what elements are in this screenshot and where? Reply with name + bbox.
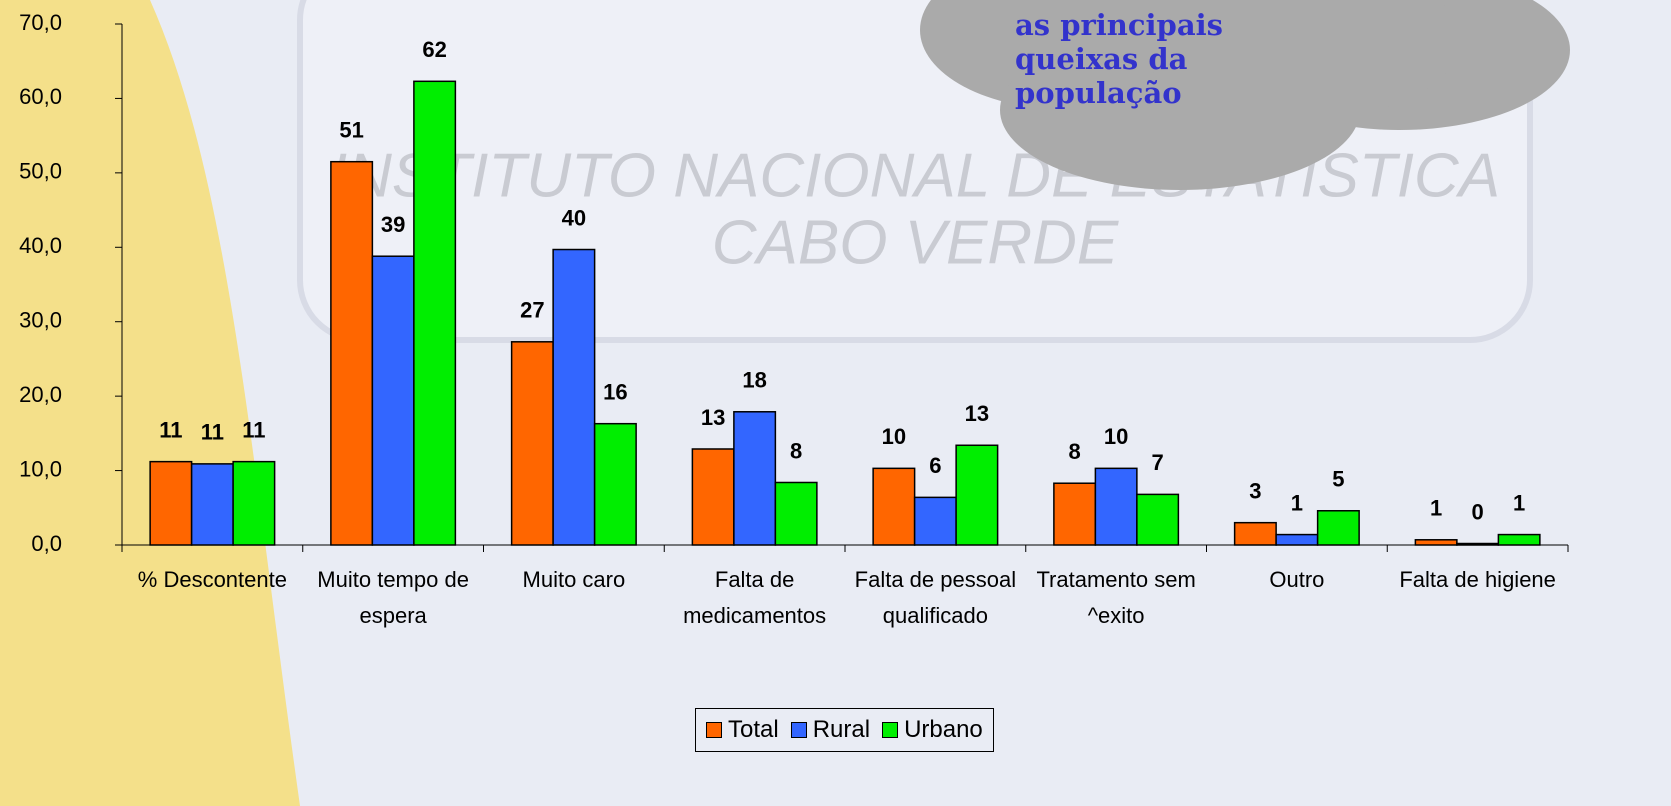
x-tick-label: Muito caro	[522, 567, 626, 592]
bar	[1233, 521, 1277, 546]
x-tick-label: Outro	[1269, 567, 1325, 592]
y-tick-label: 40,0	[19, 233, 62, 258]
bar	[1456, 542, 1500, 546]
legend-label: Rural	[812, 716, 871, 743]
value-label: 1	[1291, 490, 1303, 515]
bar	[955, 444, 999, 546]
bar	[1414, 539, 1458, 546]
value-label: 3	[1249, 478, 1261, 503]
y-tick-label: 20,0	[19, 382, 62, 407]
value-label: 11	[159, 417, 182, 442]
value-label: 6	[929, 453, 941, 478]
value-label: 8	[790, 438, 802, 463]
bar	[190, 463, 234, 546]
bar	[510, 341, 554, 546]
value-label: 10	[882, 424, 906, 449]
cloud	[920, 0, 1570, 190]
value-label: 62	[422, 37, 446, 62]
legend: Total Rural Urbano	[695, 708, 994, 752]
y-tick-label: 50,0	[19, 159, 62, 184]
legend-swatch	[790, 722, 807, 738]
bar	[1497, 533, 1541, 546]
bar	[913, 496, 957, 546]
y-tick-label: 30,0	[19, 308, 62, 333]
value-label: 1	[1430, 496, 1442, 521]
legend-item: Rural	[790, 716, 871, 744]
y-tick-label: 10,0	[19, 456, 62, 481]
bar	[1053, 482, 1097, 546]
value-label: 1	[1513, 490, 1525, 515]
bar	[774, 481, 818, 546]
x-tick-label: Muito tempo de espera	[317, 567, 469, 628]
value-label: 13	[701, 405, 725, 430]
bar	[691, 448, 735, 546]
bar	[552, 248, 596, 546]
value-label: 27	[520, 298, 544, 323]
value-label: 8	[1069, 439, 1081, 464]
bar	[733, 411, 777, 546]
value-label: 51	[339, 118, 363, 143]
watermark: CABO VERDE	[712, 208, 1119, 277]
bar	[371, 255, 415, 546]
value-label: 13	[965, 401, 989, 426]
y-tick-label: 70,0	[19, 10, 62, 35]
bar	[413, 80, 457, 546]
bar	[232, 460, 276, 546]
x-tick-label: Falta de higiene	[1399, 567, 1556, 592]
bar	[593, 422, 637, 546]
x-tick-label: % Descontente	[137, 567, 287, 592]
cloud-title: as principais queixas da população	[1015, 8, 1223, 110]
legend-item: Total	[706, 716, 779, 744]
x-tick-label: Falta de medicamentos	[683, 567, 827, 628]
bar	[1316, 510, 1360, 546]
legend-swatch	[706, 722, 722, 738]
value-label: 11	[242, 417, 265, 442]
value-label: 11	[201, 420, 224, 445]
value-label: 5	[1332, 467, 1344, 492]
y-tick-label: 0,0	[31, 531, 62, 556]
value-label: 0	[1472, 499, 1484, 524]
x-tick-label: Falta de pessoal qualificado	[854, 567, 1017, 628]
bar	[872, 467, 916, 546]
legend-item: Urbano	[882, 716, 983, 744]
value-label: 18	[742, 368, 766, 393]
value-label: 16	[603, 379, 627, 404]
legend-label: Total	[728, 716, 779, 743]
bar	[1094, 467, 1138, 546]
value-label: 10	[1104, 424, 1128, 449]
y-tick-label: 60,0	[19, 84, 62, 109]
bar	[149, 460, 193, 546]
legend-swatch	[882, 722, 899, 738]
bar	[1275, 533, 1319, 546]
value-label: 7	[1152, 450, 1164, 475]
bar	[1136, 493, 1180, 546]
bar	[330, 160, 374, 546]
value-label: 39	[381, 212, 405, 237]
x-tick-label: Tratamento sem ^exito	[1036, 567, 1196, 628]
value-label: 40	[562, 205, 586, 230]
legend-label: Urbano	[904, 716, 983, 743]
background-shape	[0, 0, 300, 806]
